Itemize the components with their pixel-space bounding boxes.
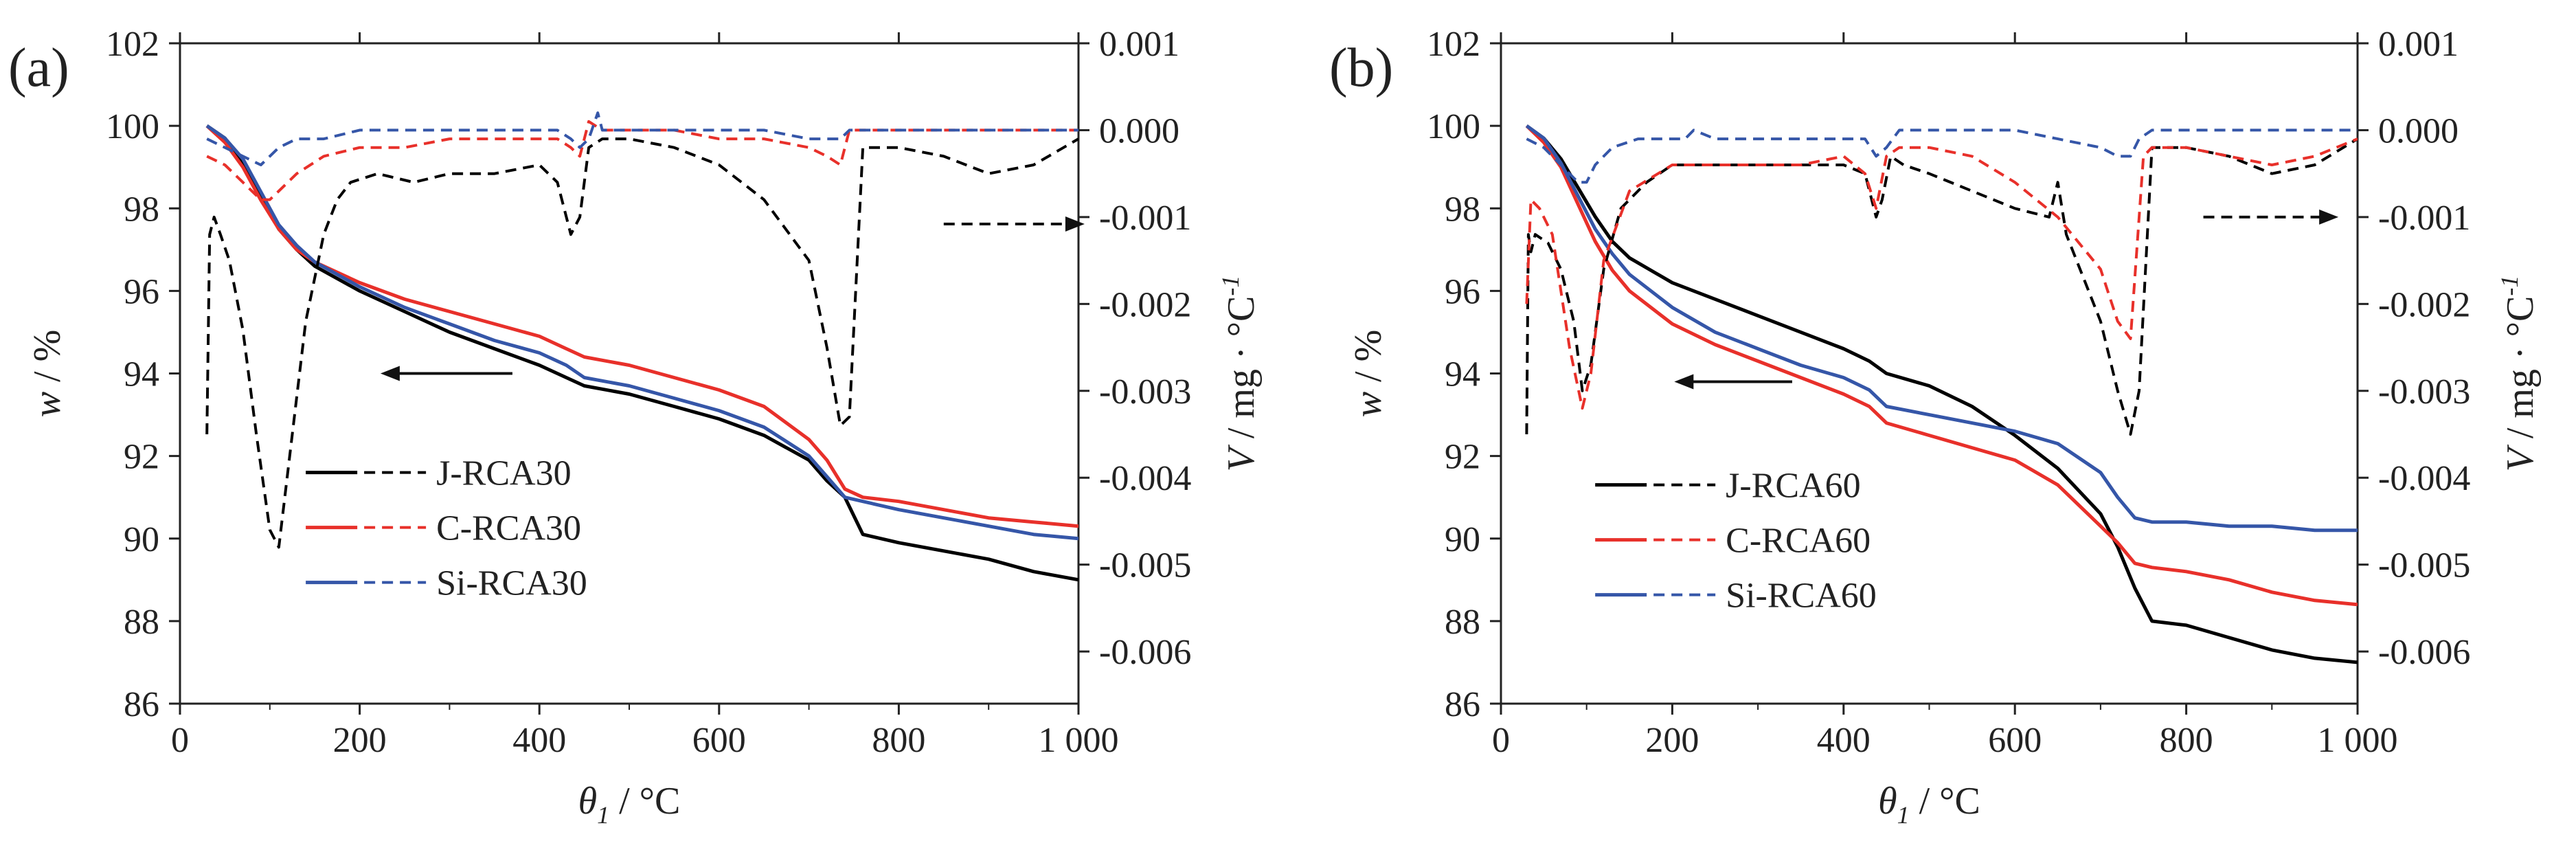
x-tick-label: 600	[692, 721, 746, 760]
x-tick-label: 400	[1817, 721, 1871, 760]
x-axis-subscript: 1	[597, 801, 609, 829]
legend-label: Si-RCA30	[436, 564, 587, 603]
y-left-tick-label: 88	[1445, 603, 1480, 642]
legend-label: J-RCA30	[436, 454, 571, 493]
panel-b: 0 200 400 600 800 1 000 86 88 90 92 94 96 98 100 102 -0…	[1329, 25, 2542, 829]
y-left-tick-label: 92	[1445, 438, 1480, 477]
x-tick-label: 200	[1645, 721, 1699, 760]
y-left-tick-label: 94	[124, 355, 159, 394]
y-left-tick-label: 94	[1445, 355, 1480, 394]
y-right-tick-label: -0.004	[2378, 459, 2470, 498]
x-tick-label: 800	[2160, 721, 2213, 760]
arrow-left-head	[1674, 374, 1694, 390]
y-right-axis-superscript: -1	[1217, 276, 1244, 296]
y-right-tick-label: 0.000	[2378, 111, 2459, 150]
y-right-tick-label: -0.004	[1099, 459, 1191, 498]
data-layer	[1525, 124, 2358, 664]
series-line-c-rca60-w	[1525, 124, 2358, 607]
x-axis-title: θ1 / °C	[1878, 780, 1980, 829]
y-right-tick-label: -0.002	[2378, 285, 2470, 324]
y-right-tick-label: -0.002	[1099, 285, 1191, 324]
y-left-tick-label: 92	[124, 438, 159, 477]
y-right-axis-symbol: V	[2499, 444, 2542, 471]
legend-label: J-RCA60	[1726, 467, 1860, 506]
y-right-tick-label: -0.003	[1099, 372, 1191, 412]
x-axis-symbol: θ	[578, 780, 598, 823]
panel-label: (b)	[1329, 38, 1393, 98]
y-left-tick-label: 88	[124, 603, 159, 642]
x-axis-unit: / °C	[1910, 780, 1980, 823]
x-tick-label: 1 000	[2318, 721, 2398, 760]
y-left-axis-symbol: w	[1347, 392, 1390, 417]
y-left-tick-label: 102	[1427, 25, 1480, 64]
legend-label: C-RCA60	[1726, 522, 1871, 561]
x-tick-label: 0	[171, 721, 189, 760]
y-left-axis-symbol: w	[26, 392, 69, 417]
x-axis-title: θ1 / °C	[578, 780, 681, 829]
y-left-tick-label: 102	[106, 25, 159, 64]
y-left-tick-label: 90	[1445, 520, 1480, 559]
y-left-tick-label: 100	[106, 107, 159, 146]
series-line-j-rca60-w	[1525, 124, 2358, 664]
series-line-si-rca30-v	[206, 111, 1078, 166]
plot-frame	[179, 42, 1080, 705]
y-right-tick-label: 0.001	[2378, 25, 2459, 64]
y-left-tick-label: 86	[124, 685, 159, 724]
series-line-si-rca60-w	[1525, 124, 2358, 533]
y-right-axis-unit: / mg · °C	[2499, 296, 2542, 449]
data-layer	[205, 111, 1078, 582]
series-line-c-rca30-w	[205, 124, 1078, 528]
x-tick-label: 0	[1492, 721, 1510, 760]
x-tick-label: 1 000	[1039, 721, 1119, 760]
x-axis-unit: / °C	[609, 780, 680, 823]
y-right-tick-label: -0.001	[1099, 199, 1191, 238]
y-right-tick-label: -0.003	[2378, 372, 2470, 412]
arrow-right-head	[2319, 209, 2339, 225]
y-right-tick-label: -0.001	[2378, 199, 2470, 238]
series-line-c-rca30-v	[206, 120, 1078, 201]
panel-a: 0 200 400 600 800 1 000 86 88 90 92 94 96 98 100 102 -0…	[8, 25, 1263, 829]
y-right-axis-title: V / mg · °C-1	[2496, 276, 2542, 472]
plot-frame	[1500, 42, 2359, 705]
y-right-tick-label: -0.006	[2378, 633, 2470, 672]
x-tick-label: 800	[872, 721, 925, 760]
y-left-tick-label: 98	[124, 190, 159, 229]
y-right-tick-label: -0.006	[1099, 633, 1191, 672]
y-left-tick-label: 96	[124, 272, 159, 311]
legend-label: Si-RCA60	[1726, 577, 1877, 616]
y-right-tick-label: -0.005	[1099, 546, 1191, 585]
y-left-axis-title: w / %	[26, 330, 69, 418]
y-right-axis-superscript: -1	[2496, 276, 2523, 296]
series-line-si-rca30-w	[205, 124, 1078, 541]
panel-label: (a)	[8, 38, 69, 98]
x-tick-label: 600	[1988, 721, 2042, 760]
series-line-c-rca60-v	[1525, 137, 2358, 410]
y-left-tick-label: 90	[124, 520, 159, 559]
y-right-axis-title: V / mg · °C-1	[1217, 276, 1263, 472]
x-axis-subscript: 1	[1897, 801, 1910, 829]
y-right-axis-unit: / mg · °C	[1220, 296, 1263, 449]
y-left-tick-label: 98	[1445, 190, 1480, 229]
y-left-tick-label: 100	[1427, 107, 1480, 146]
y-left-axis-unit: / %	[26, 330, 69, 392]
legend-label: C-RCA30	[436, 509, 581, 548]
series-line-si-rca60-v	[1526, 128, 2358, 184]
y-left-tick-label: 86	[1445, 685, 1480, 724]
y-right-tick-label: 0.000	[1099, 111, 1179, 150]
y-right-tick-label: -0.005	[2378, 546, 2470, 585]
y-right-axis-symbol: V	[1220, 444, 1263, 471]
series-line-j-rca30-v	[205, 137, 1078, 549]
x-axis-symbol: θ	[1878, 780, 1897, 823]
y-right-tick-label: 0.001	[1099, 25, 1179, 64]
x-tick-label: 400	[512, 721, 566, 760]
arrow-left-head	[380, 366, 400, 381]
y-left-axis-unit: / %	[1347, 330, 1390, 392]
series-line-j-rca60-v	[1525, 137, 2358, 436]
y-left-axis-title: w / %	[1347, 330, 1390, 418]
x-tick-label: 200	[333, 721, 387, 760]
arrow-right-head	[1065, 216, 1085, 232]
y-left-tick-label: 96	[1445, 272, 1480, 311]
